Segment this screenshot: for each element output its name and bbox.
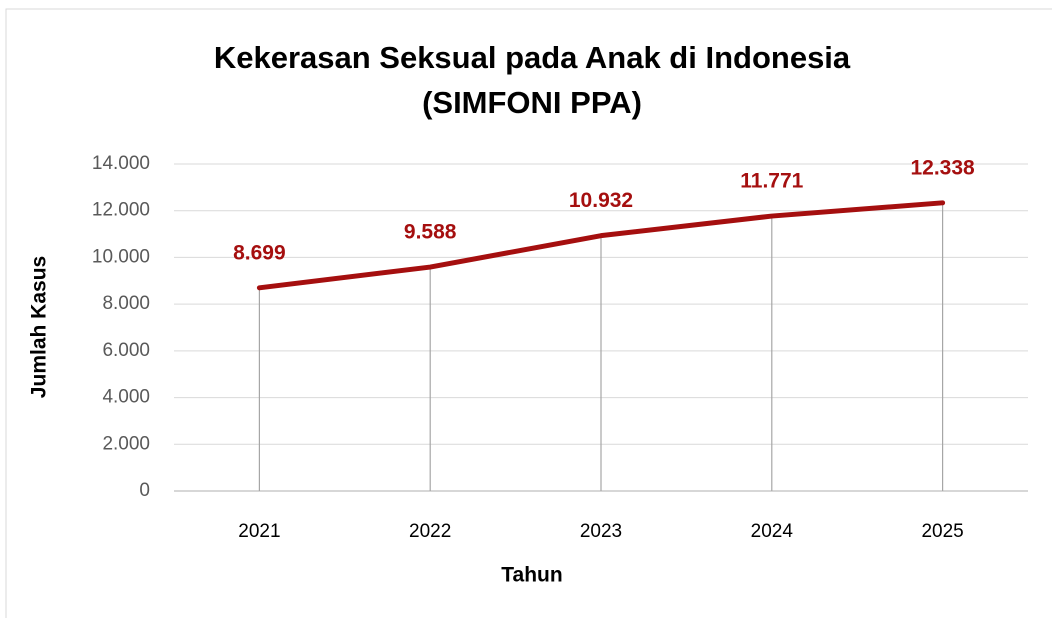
y-axis-label: Jumlah Kasus bbox=[28, 256, 51, 398]
x-tick-label: 2021 bbox=[238, 521, 280, 542]
data-label: 12.338 bbox=[910, 156, 975, 179]
x-tick-label: 2022 bbox=[409, 521, 451, 542]
chart-title: Kekerasan Seksual pada Anak di Indonesia bbox=[214, 40, 851, 75]
chart-subtitle: (SIMFONI PPA) bbox=[422, 85, 642, 120]
y-tick-label: 10.000 bbox=[92, 246, 150, 267]
y-tick-label: 12.000 bbox=[92, 200, 150, 221]
y-tick-label: 6.000 bbox=[102, 340, 150, 361]
y-tick-label: 4.000 bbox=[102, 387, 150, 408]
data-label: 8.699 bbox=[233, 241, 286, 264]
x-axis-label: Tahun bbox=[501, 564, 562, 587]
x-tick-label: 2023 bbox=[580, 521, 622, 542]
x-tick-label: 2025 bbox=[921, 521, 963, 542]
y-tick-label: 2.000 bbox=[102, 433, 150, 454]
data-label: 11.771 bbox=[740, 170, 803, 193]
data-line bbox=[256, 200, 946, 291]
x-tick-label: 2024 bbox=[751, 521, 794, 542]
data-label: 10.932 bbox=[569, 189, 633, 212]
data-label: 9.588 bbox=[404, 221, 457, 244]
chart-frame bbox=[5, 8, 1052, 618]
y-tick-label: 14.000 bbox=[92, 153, 150, 174]
y-tick-label: 8.000 bbox=[102, 293, 150, 314]
y-tick-label: 0 bbox=[139, 480, 150, 501]
